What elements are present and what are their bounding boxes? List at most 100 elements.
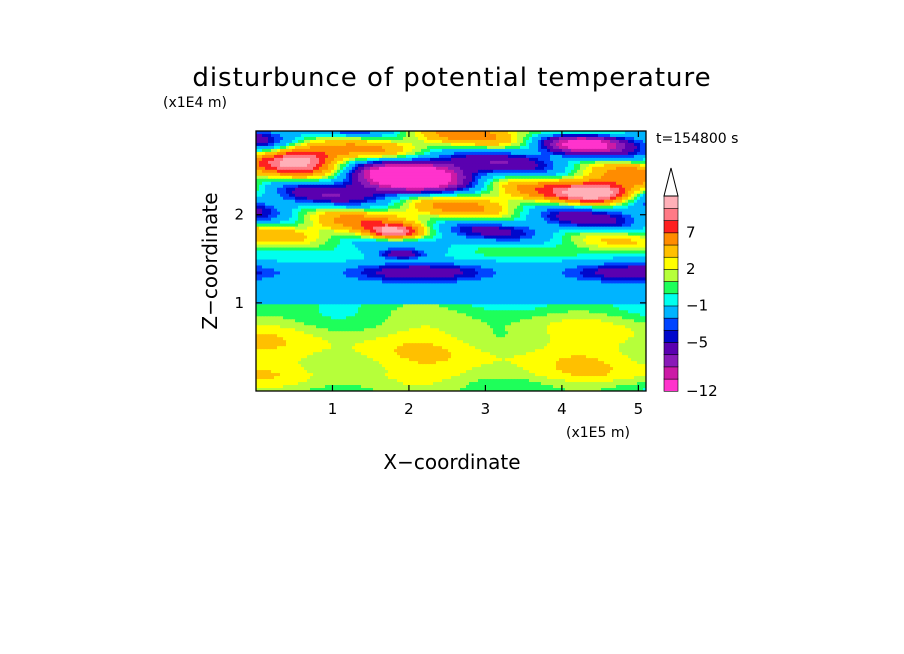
field-cell	[520, 187, 524, 192]
field-cell	[295, 178, 299, 183]
field-cell	[268, 148, 272, 153]
field-cell	[403, 172, 407, 177]
field-cell	[265, 148, 269, 153]
field-cell	[409, 163, 413, 168]
field-cell	[262, 142, 266, 147]
field-cell	[634, 133, 638, 138]
field-cell	[256, 148, 260, 153]
field-cell	[529, 196, 533, 201]
field-cell	[322, 166, 326, 171]
field-cell	[388, 151, 392, 156]
field-cell	[445, 208, 449, 213]
field-cell	[481, 139, 485, 144]
field-cell	[595, 157, 599, 162]
field-cell	[619, 169, 623, 174]
field-cell	[298, 145, 302, 150]
field-cell	[577, 139, 581, 144]
field-cell	[325, 172, 329, 177]
field-cell	[319, 178, 323, 183]
field-cell	[610, 211, 614, 216]
field-cell	[634, 151, 638, 156]
field-cell	[529, 169, 533, 174]
field-cell	[637, 136, 641, 141]
field-cell	[418, 175, 422, 180]
field-cell	[541, 214, 545, 219]
field-cell	[475, 145, 479, 150]
field-cell	[628, 145, 632, 150]
field-cell	[586, 202, 590, 207]
field-cell	[370, 163, 374, 168]
field-cell	[409, 208, 413, 213]
field-cell	[565, 154, 569, 159]
field-cell	[577, 181, 581, 186]
field-cell	[415, 160, 419, 165]
field-cell	[301, 214, 305, 219]
field-cell	[625, 151, 629, 156]
field-cell	[601, 175, 605, 180]
field-cell	[361, 151, 365, 156]
field-cell	[520, 154, 524, 159]
field-cell	[622, 202, 626, 207]
field-cell	[448, 148, 452, 153]
field-cell	[361, 157, 365, 162]
field-cell	[379, 157, 383, 162]
field-cell	[292, 142, 296, 147]
field-cell	[493, 163, 497, 168]
field-cell	[514, 157, 518, 162]
field-cell	[433, 208, 437, 213]
field-cell	[499, 211, 503, 216]
field-cell	[475, 148, 479, 153]
field-cell	[523, 142, 527, 147]
field-cell	[541, 142, 545, 147]
field-cell	[595, 196, 599, 201]
field-cell	[538, 136, 542, 141]
field-cell	[367, 133, 371, 138]
field-cell	[280, 190, 284, 195]
field-cell	[337, 205, 341, 210]
field-cell	[283, 148, 287, 153]
field-cell	[559, 193, 563, 198]
field-cell	[439, 145, 443, 150]
field-cell	[454, 151, 458, 156]
field-cell	[451, 202, 455, 207]
field-cell	[373, 187, 377, 192]
field-cell	[256, 208, 260, 213]
field-cell	[508, 181, 512, 186]
field-cell	[298, 166, 302, 171]
field-cell	[430, 190, 434, 195]
field-cell	[502, 175, 506, 180]
field-cell	[481, 157, 485, 162]
field-cell	[394, 184, 398, 189]
field-cell	[280, 217, 284, 222]
field-cell	[406, 151, 410, 156]
field-cell	[571, 190, 575, 195]
field-cell	[637, 205, 641, 210]
field-cell	[382, 169, 386, 174]
field-cell	[256, 175, 260, 180]
field-cell	[307, 154, 311, 159]
field-cell	[277, 157, 281, 162]
field-cell	[394, 145, 398, 150]
field-cell	[613, 205, 617, 210]
field-cell	[376, 172, 380, 177]
field-cell	[547, 178, 551, 183]
field-cell	[610, 190, 614, 195]
field-cell	[499, 184, 503, 189]
field-cell	[367, 151, 371, 156]
field-cell	[445, 139, 449, 144]
field-cell	[475, 142, 479, 147]
field-cell	[544, 199, 548, 204]
field-cell	[427, 187, 431, 192]
field-cell	[454, 205, 458, 210]
field-cell	[571, 184, 575, 189]
field-cell	[556, 151, 560, 156]
field-cell	[466, 196, 470, 201]
field-cell	[307, 145, 311, 150]
field-cell	[295, 184, 299, 189]
field-cell	[274, 208, 278, 213]
field-cell	[367, 217, 371, 222]
field-cell	[274, 157, 278, 162]
field-cell	[490, 157, 494, 162]
field-cell	[445, 175, 449, 180]
field-cell	[442, 193, 446, 198]
